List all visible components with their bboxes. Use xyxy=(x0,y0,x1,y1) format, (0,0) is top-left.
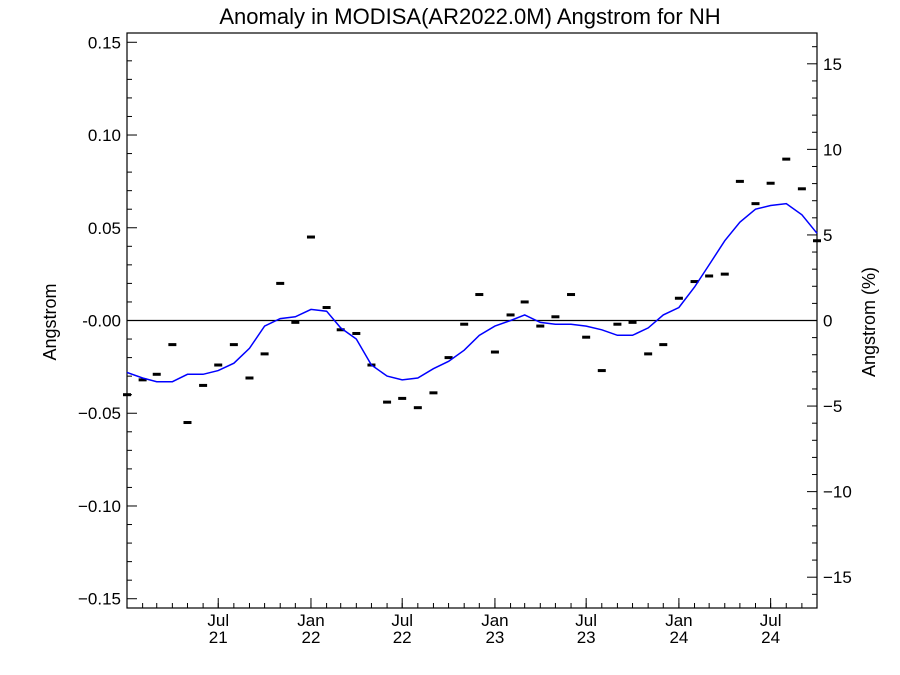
y2-tick-label: 5 xyxy=(823,226,832,245)
x-tick-label: 22 xyxy=(393,628,412,647)
y2-tick-label: −5 xyxy=(823,397,842,416)
y2-axis-label: Angstrom (%) xyxy=(859,267,879,377)
y2-tick-label: 15 xyxy=(823,55,842,74)
y2-tick-label: −10 xyxy=(823,483,852,502)
x-tick-label: 21 xyxy=(209,628,228,647)
y-tick-label: −0.05 xyxy=(78,404,121,423)
chart-title: Anomaly in MODISA(AR2022.0M) Angstrom fo… xyxy=(219,4,720,29)
x-tick-label: Jul xyxy=(760,611,782,630)
x-tick-label: 23 xyxy=(485,628,504,647)
x-tick-label: Jan xyxy=(297,611,324,630)
y-tick-label: −0.10 xyxy=(78,497,121,516)
y-tick-label: -0.00 xyxy=(82,312,121,331)
y2-tick-label: 10 xyxy=(823,140,842,159)
x-tick-label: Jul xyxy=(207,611,229,630)
y-tick-label: −0.15 xyxy=(78,590,121,609)
y-tick-label: 0.05 xyxy=(88,219,121,238)
smoothed-anomaly-line xyxy=(126,202,818,383)
x-tick-label: Jan xyxy=(481,611,508,630)
x-tick-label: 24 xyxy=(669,628,688,647)
y-axis-label: Angstrom xyxy=(40,283,60,360)
x-tick-label: 23 xyxy=(577,628,596,647)
x-tick-label: 22 xyxy=(302,628,321,647)
y-tick-label: 0.15 xyxy=(88,33,121,52)
y-tick-label: 0.10 xyxy=(88,126,121,145)
x-tick-label: 24 xyxy=(761,628,780,647)
x-tick-label: Jul xyxy=(575,611,597,630)
y2-tick-label: −15 xyxy=(823,568,852,587)
y2-tick-label: 0 xyxy=(823,312,832,331)
x-tick-label: Jul xyxy=(391,611,413,630)
plot-area: 0.15 0.10 0.05 -0.00 −0.05 −0.10 −0.15 15 10 5 0 −5… xyxy=(78,32,852,647)
x-tick-label: Jan xyxy=(665,611,692,630)
